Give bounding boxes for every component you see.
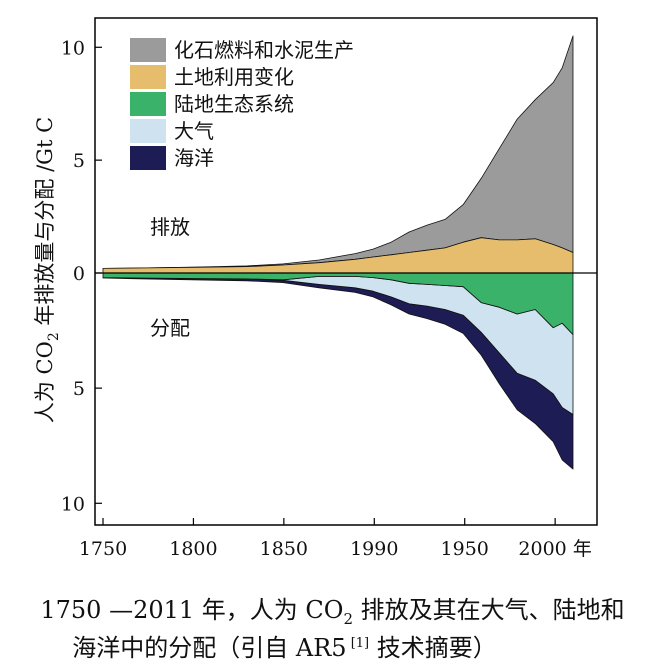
figure-caption-line-1: 1750 —2011 年，人为 CO2 排放及其在大气、陆地和 <box>0 590 665 628</box>
y-tick-label: 5 <box>73 378 85 400</box>
area-land-use-change <box>102 237 574 274</box>
x-tick-label: 1950 <box>441 538 489 560</box>
y-tick-label: 10 <box>61 37 85 59</box>
x-tick-label: 1750 <box>79 538 127 560</box>
legend-swatch <box>130 92 166 116</box>
caption-line1-suffix: 排放及其在大气、陆地和 <box>353 596 625 624</box>
emissions-annotation: 排放 <box>150 215 190 239</box>
y-axis-label-suffix: 年排放量与分配 /Gt C <box>33 117 57 332</box>
y-axis-label-prefix: 人为 CO <box>33 341 57 423</box>
legend-label: 海洋 <box>174 146 214 170</box>
sinks-annotation: 分配 <box>150 316 190 340</box>
legend-swatch <box>130 119 166 143</box>
x-tick-label: 1990 <box>350 538 398 560</box>
caption-line1-subscript: 2 <box>343 609 353 628</box>
y-tick-label: 0 <box>73 263 85 285</box>
y-tick-label: 5 <box>73 150 85 172</box>
legend-label: 陆地生态系统 <box>174 92 294 116</box>
legend-swatch <box>130 146 166 170</box>
caption-reference: [1] <box>346 636 370 651</box>
y-axis-label-subscript: 2 <box>46 332 62 341</box>
legend-swatch <box>130 65 166 89</box>
plot-frame <box>94 17 598 526</box>
y-axis-label: 人为 CO2 年排放量与分配 /Gt C <box>33 117 62 423</box>
y-tick-label: 10 <box>61 493 85 515</box>
caption-line2-prefix: 海洋中的分配（引自 AR5 <box>72 634 347 662</box>
caption-line2-suffix: 技术摘要） <box>369 634 497 662</box>
legend-swatch <box>130 38 166 62</box>
legend-label: 土地利用变化 <box>174 65 294 89</box>
figure-caption-line-2: 海洋中的分配（引自 AR5 [1] 技术摘要） <box>0 628 617 663</box>
legend-label: 大气 <box>174 119 214 143</box>
caption-line1-prefix: 1750 —2011 年，人为 CO <box>40 596 344 624</box>
x-tick-label: 1850 <box>260 538 308 560</box>
legend-label: 化石燃料和水泥生产 <box>174 38 354 62</box>
axis-ticks: 1750 1800 1850 1990 1950 2000 年 10 5 0 5 10 <box>61 37 592 560</box>
chart-figure: 1750 1800 1850 1990 1950 2000 年 10 5 0 5 10 化石燃料和水… <box>33 17 598 560</box>
x-tick-label: 1800 <box>169 538 217 560</box>
x-tick-label: 2000 年 <box>518 538 591 560</box>
